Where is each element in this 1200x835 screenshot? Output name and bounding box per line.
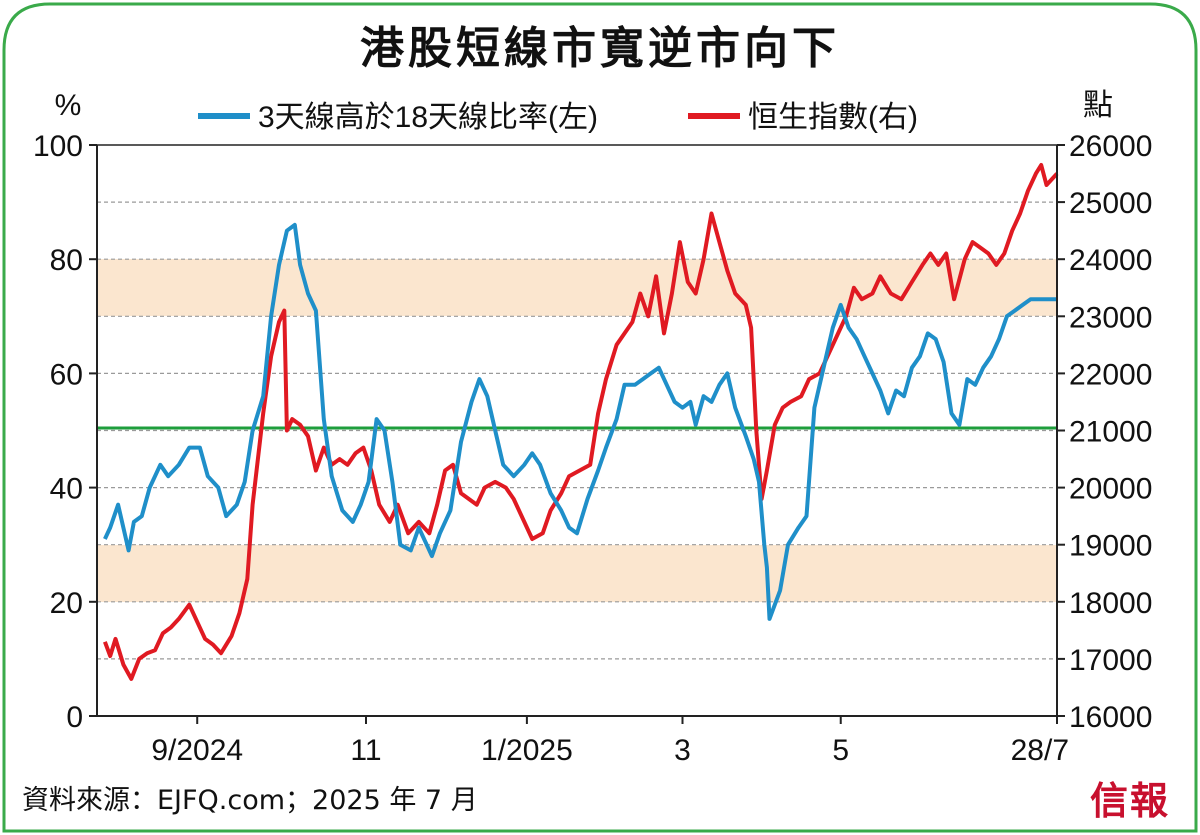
left-tick-label: 40 [50,473,83,506]
band-70-80 [97,259,1057,316]
x-tick-label: 11 [350,734,381,767]
left-unit-label: % [55,89,82,122]
publisher-logo: 信報 [1090,778,1171,823]
right-tick-label: 21000 [1069,416,1152,449]
x-tick-label: 9/2024 [151,734,243,767]
x-ticks: 9/2024 11 1/2025 3 5 28/7 [151,716,1069,767]
right-tick-label: 26000 [1069,130,1152,163]
right-tick-label: 17000 [1069,644,1152,677]
x-tick-label: 5 [832,734,849,767]
right-tick-label: 23000 [1069,301,1152,334]
right-tick-label: 16000 [1069,701,1152,734]
right-unit-label: 點 [1083,89,1113,122]
x-tick-label: 1/2025 [481,734,573,767]
right-tick-label: 18000 [1069,587,1152,620]
right-tick-label: 24000 [1069,244,1152,277]
legend-label-breadth: 3天線高於18天線比率(左) [258,101,598,134]
right-tick-label: 20000 [1069,473,1152,506]
hsi-series-line [103,163,1059,681]
right-tick-label: 25000 [1069,187,1152,220]
breadth-series-line [103,222,1057,621]
right-tick-label: 22000 [1069,358,1152,391]
left-y-ticks: 0 20 40 60 80 100 [33,130,97,734]
left-tick-label: 80 [50,244,83,277]
gridlines [97,201,1057,660]
legend: 3天線高於18天線比率(左) 恒生指數(右) [198,101,918,134]
chart-title: 港股短線市寬逆市向下 [360,23,840,74]
x-tick-label: 28/7 [1011,734,1069,767]
legend-label-hsi: 恒生指數(右) [748,101,918,134]
right-tick-label: 19000 [1069,530,1152,563]
right-y-ticks: 16000 17000 18000 19000 20000 21000 22000 23000… [1057,130,1152,734]
band-20-30 [97,545,1057,602]
left-tick-label: 20 [50,587,83,620]
left-tick-label: 60 [50,358,83,391]
x-tick-label: 3 [674,734,691,767]
left-tick-label: 0 [66,701,83,734]
plot-area: 0 20 40 60 80 100 16000 17000 18000 19000 20000 21… [33,130,1153,767]
left-tick-label: 100 [33,130,83,163]
source-note: 資料來源：EJFQ.com；2025 年 7 月 [22,785,478,816]
